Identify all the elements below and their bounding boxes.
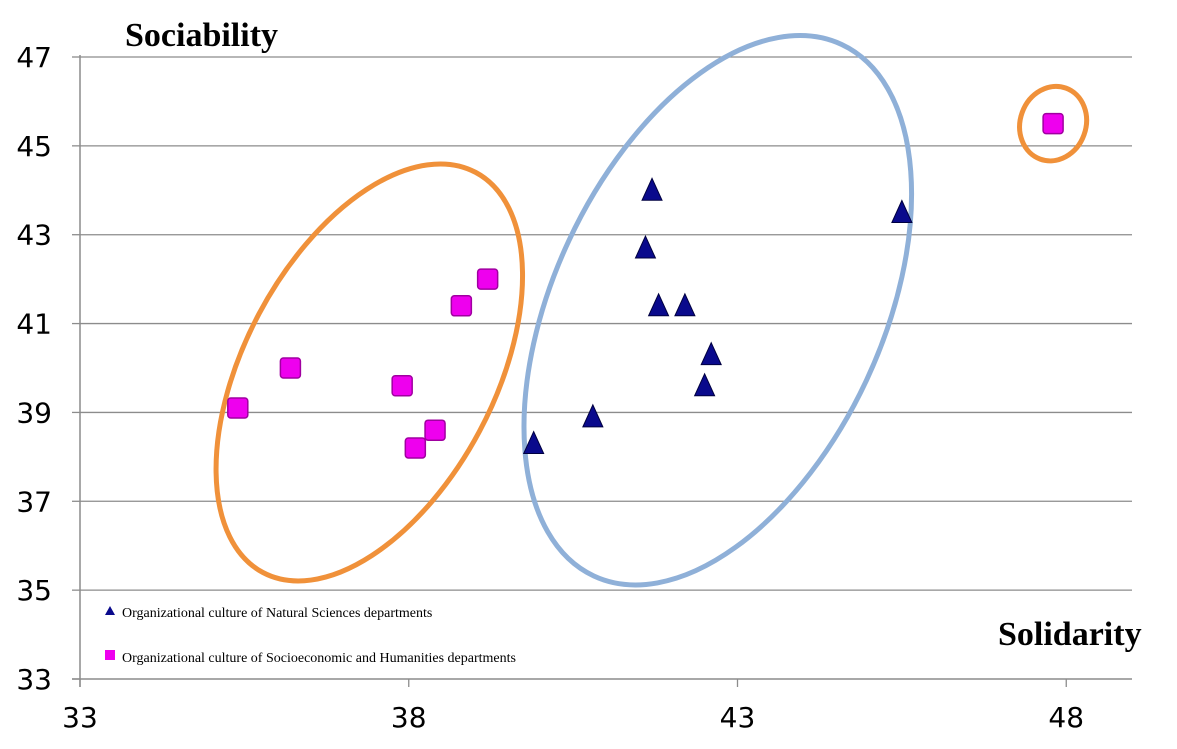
triangle-point: [634, 234, 657, 259]
x-tick-label: 33: [62, 701, 98, 734]
y-tick-label: 43: [16, 219, 52, 252]
triangle-point: [700, 341, 722, 366]
x-axis-title: Solidarity: [998, 616, 1142, 653]
x-tick-label: 48: [1048, 701, 1084, 734]
cluster-ellipses: [213, 33, 1090, 588]
y-tick-label: 35: [16, 574, 52, 607]
gridlines: [72, 56, 1132, 680]
y-tick-label: 39: [16, 396, 52, 429]
y-tick-label: 33: [16, 663, 52, 696]
legend-triangle-marker: [105, 606, 115, 615]
y-tick-label: 41: [16, 308, 52, 341]
triangle-point: [582, 403, 604, 428]
tick-labels: 33 35 37 39 41 43 45 47 33 38 43 48: [16, 41, 1084, 734]
legend: Organizational culture of Natural Scienc…: [105, 606, 516, 666]
data-points: [227, 112, 1064, 459]
legend-label: Organizational culture of Natural Scienc…: [122, 606, 432, 621]
square-point: [476, 268, 499, 290]
square-point: [279, 357, 302, 379]
cluster-ellipse-3: [1017, 83, 1090, 164]
triangle-point: [693, 372, 716, 397]
square-point: [450, 295, 473, 317]
legend-square-marker: [105, 650, 115, 660]
y-tick-label: 47: [16, 41, 52, 74]
triangle-point: [891, 199, 913, 223]
triangle-point: [674, 292, 696, 317]
cluster-ellipse-2: [521, 33, 915, 588]
square-point: [1042, 112, 1064, 135]
axes: [72, 55, 1132, 687]
cluster-ellipse-1: [213, 161, 526, 584]
triangle-point: [641, 177, 663, 201]
y-tick-label: 45: [16, 130, 52, 163]
y-axis-title: Sociability: [125, 17, 278, 54]
square-point: [404, 437, 427, 459]
square-point: [424, 419, 446, 441]
legend-label: Organizational culture of Socioeconomic …: [122, 651, 516, 666]
square-point: [227, 397, 249, 419]
y-tick-label: 37: [16, 485, 52, 518]
x-tick-label: 43: [720, 701, 756, 734]
x-tick-label: 38: [391, 701, 427, 734]
triangle-point: [647, 292, 670, 317]
square-point: [391, 375, 413, 397]
triangle-point: [522, 430, 545, 455]
